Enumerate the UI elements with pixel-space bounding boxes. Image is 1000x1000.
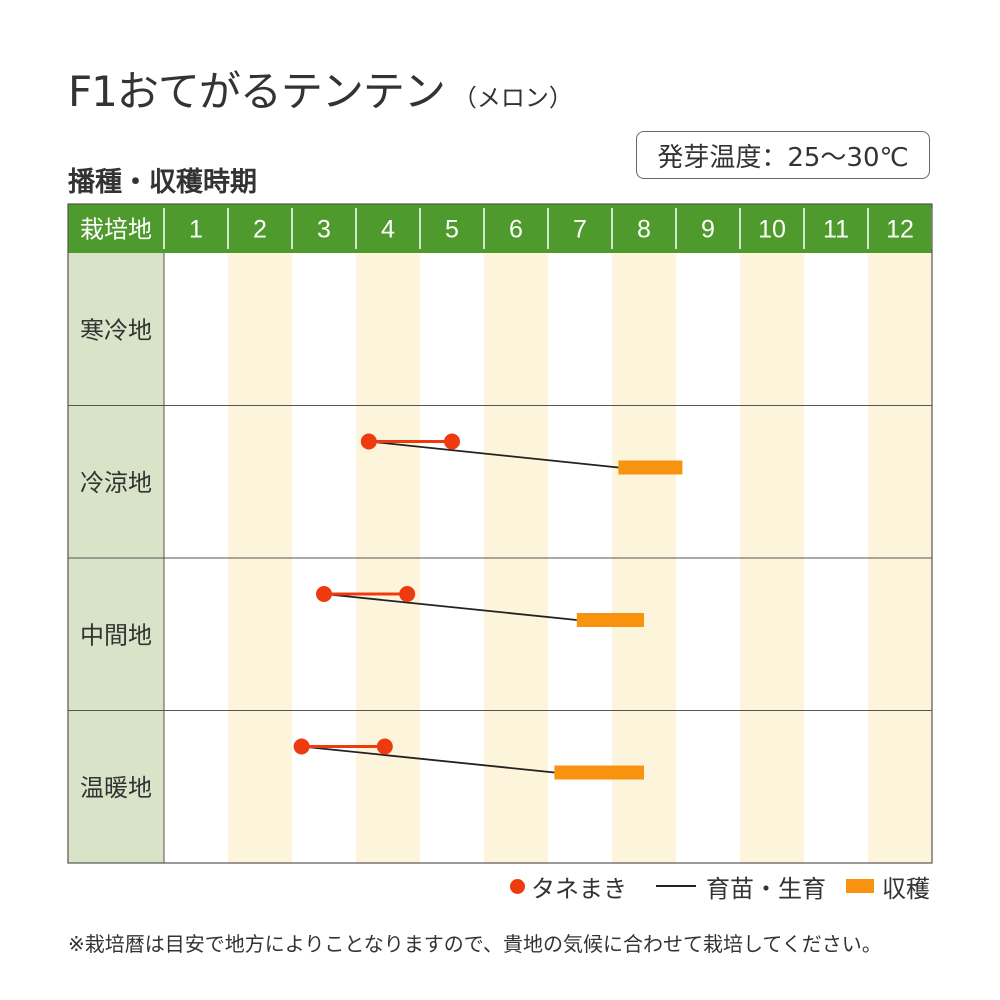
- month-label-9: 9: [701, 216, 715, 244]
- header-label-region: 栽培地: [80, 216, 152, 244]
- sowing-start-dot-2: [316, 586, 332, 602]
- chart-title-sub: （メロン）: [452, 84, 573, 112]
- legend-item-seedling: 育苗・生育: [656, 871, 826, 903]
- sowing-start-dot-3: [293, 738, 310, 755]
- legend: タネまき 育苗・生育 収穫: [500, 871, 932, 903]
- footnote: ※栽培暦は目安で地方によりことなりますので、貴地の気候に合わせて栽培してください…: [68, 932, 882, 956]
- region-label-2: 中間地: [80, 621, 152, 649]
- month-label-4: 4: [381, 216, 395, 244]
- chart-subtitle: 播種・収穫時期: [68, 167, 257, 198]
- chart-title-group: F1おてがるテンテン （メロン）: [68, 58, 573, 119]
- germination-temp-badge: 発芽温度：25〜30℃: [636, 131, 930, 179]
- region-label-0: 寒冷地: [80, 316, 152, 344]
- legend-label-seedling: 育苗・生育: [706, 874, 826, 903]
- month-label-12: 12: [886, 216, 914, 244]
- chart-title: F1おてがるテンテン: [68, 67, 446, 116]
- seedling-line-2: [323, 593, 577, 621]
- harvest-bar-1: [618, 460, 683, 475]
- month-label-6: 6: [509, 216, 523, 244]
- month-label-7: 7: [573, 216, 587, 244]
- seedling-line-icon: [656, 885, 696, 887]
- legend-item-sowing: タネまき: [510, 871, 627, 903]
- seedling-line-1: [368, 440, 619, 469]
- month-label-2: 2: [253, 216, 267, 244]
- harvest-bar-icon: [846, 879, 874, 893]
- month-label-8: 8: [637, 216, 651, 244]
- sowing-dot-icon: [510, 878, 525, 894]
- legend-item-harvest: 収穫: [846, 871, 930, 903]
- harvest-bar-2: [576, 613, 644, 627]
- sowing-start-dot-1: [360, 433, 377, 450]
- header-row-bg: [68, 204, 932, 253]
- sowing-end-dot-3: [376, 738, 393, 755]
- month-label-5: 5: [445, 216, 459, 244]
- month-label-11: 11: [823, 216, 849, 244]
- region-label-3: 温暖地: [80, 774, 152, 802]
- sowing-end-dot-2: [399, 586, 416, 602]
- seedling-line-3: [301, 745, 555, 774]
- sowing-end-dot-1: [444, 433, 460, 450]
- legend-label-harvest: 収穫: [882, 874, 930, 903]
- month-label-3: 3: [317, 216, 331, 244]
- month-label-1: 1: [189, 216, 203, 244]
- grid-border: [67, 203, 933, 864]
- region-label-1: 冷涼地: [80, 469, 152, 497]
- germination-temp-text: 発芽温度：25〜30℃: [657, 142, 909, 173]
- harvest-bar-3: [554, 765, 644, 780]
- month-label-10: 10: [758, 216, 786, 244]
- legend-label-sowing: タネまき: [531, 874, 627, 903]
